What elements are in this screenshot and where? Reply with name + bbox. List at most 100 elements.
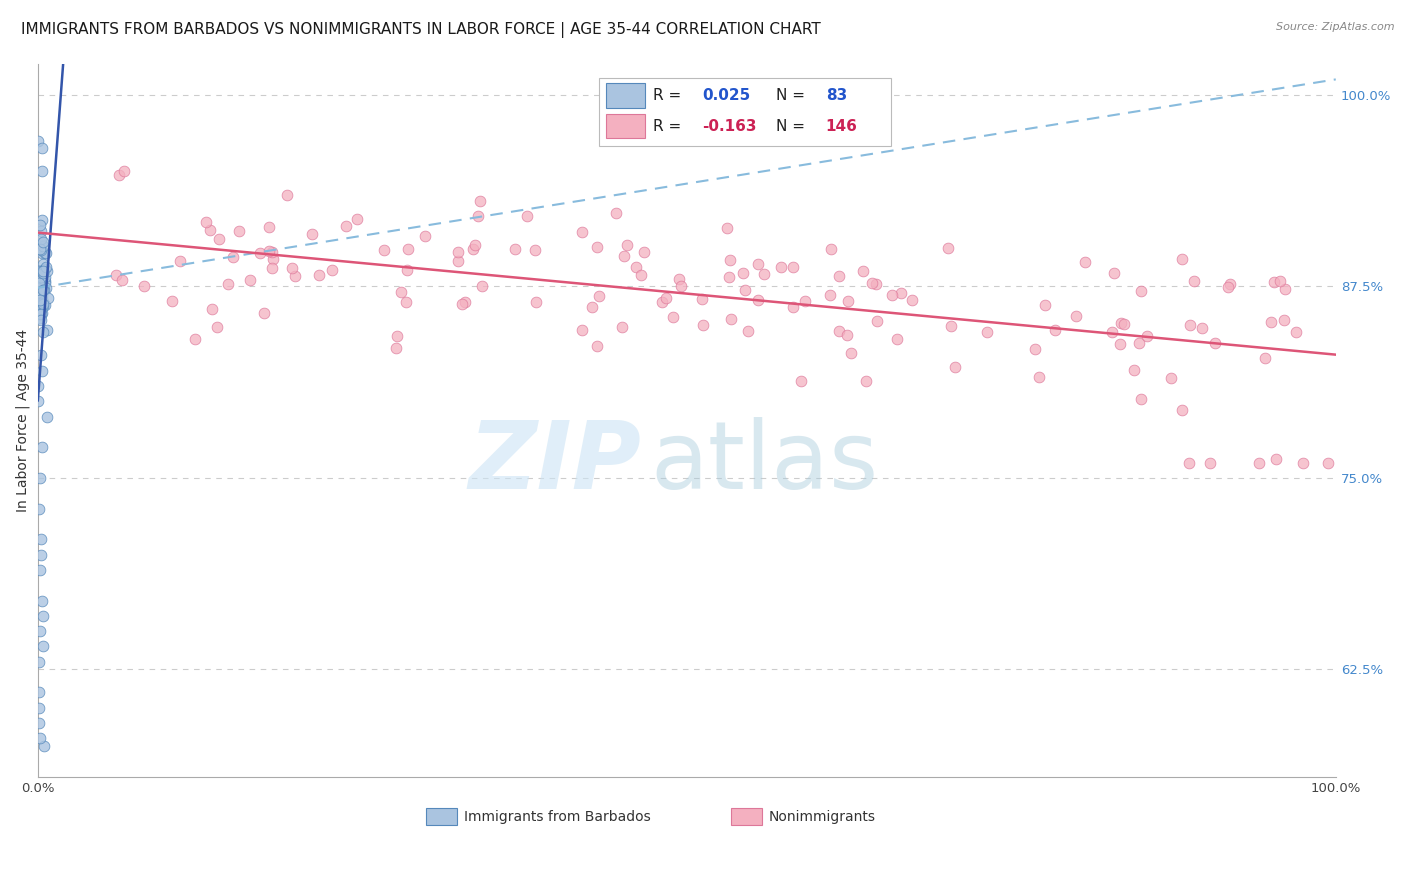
Point: [938, 241, 960, 255]
Point: [28, 311, 51, 326]
Point: [31, 288, 53, 302]
Point: [34, 245, 56, 260]
Point: [30, 348, 52, 362]
Point: [31, 246, 53, 260]
Text: IMMIGRANTS FROM BARBADOS VS NONIMMIGRANTS IN LABOR FORCE | AGE 35-44 CORRELATION: IMMIGRANTS FROM BARBADOS VS NONIMMIGRANT…: [21, 22, 821, 38]
Point: [217, 277, 239, 292]
Point: [32, 294, 55, 309]
Point: [1264, 452, 1286, 467]
Point: [31, 640, 53, 654]
Point: [301, 227, 323, 241]
Text: ZIP: ZIP: [468, 417, 641, 509]
Point: [35, 323, 58, 337]
Point: [30, 313, 52, 327]
Point: [262, 261, 284, 276]
Point: [855, 374, 877, 388]
Point: [34, 274, 56, 288]
Point: [516, 209, 538, 223]
Point: [1128, 335, 1150, 350]
Point: [30, 307, 52, 321]
Point: [1074, 255, 1097, 269]
Point: [31, 363, 53, 377]
Point: [651, 294, 673, 309]
Point: [624, 260, 647, 275]
Point: [346, 212, 368, 227]
Point: [865, 277, 887, 291]
Point: [588, 289, 610, 303]
Point: [281, 260, 304, 275]
Point: [32, 299, 55, 313]
Point: [27, 685, 49, 699]
Point: [470, 194, 492, 208]
Point: [34, 261, 56, 276]
Point: [1254, 351, 1277, 365]
Point: [692, 318, 714, 332]
Point: [201, 301, 224, 316]
Point: [32, 283, 55, 297]
Point: [1216, 279, 1239, 293]
Point: [976, 325, 998, 339]
Point: [30, 236, 52, 251]
Point: [503, 242, 526, 256]
Point: [396, 262, 419, 277]
Point: [31, 264, 53, 278]
Point: [605, 206, 627, 220]
Point: [205, 320, 228, 334]
Point: [31, 264, 53, 278]
Point: [613, 249, 636, 263]
Point: [30, 285, 52, 300]
Point: [1043, 323, 1066, 337]
Point: [28, 289, 51, 303]
Point: [733, 267, 755, 281]
Point: [31, 608, 53, 623]
Text: atlas: atlas: [651, 417, 879, 509]
Point: [395, 295, 418, 310]
Point: [308, 268, 330, 282]
Point: [586, 339, 609, 353]
Point: [1292, 456, 1315, 470]
Point: [249, 246, 271, 260]
Point: [581, 300, 603, 314]
Point: [1260, 314, 1282, 328]
Point: [585, 240, 607, 254]
Point: [28, 655, 51, 669]
Point: [385, 328, 408, 343]
Point: [31, 440, 53, 454]
Point: [27, 501, 49, 516]
Point: [852, 263, 875, 277]
Point: [335, 219, 357, 233]
Point: [107, 168, 129, 182]
Point: [690, 292, 713, 306]
Point: [30, 232, 52, 246]
Point: [31, 235, 53, 249]
Point: [34, 246, 56, 260]
Point: [31, 164, 53, 178]
Point: [253, 306, 276, 320]
Point: [259, 219, 281, 234]
Point: [28, 701, 51, 715]
Point: [837, 293, 859, 308]
Point: [239, 273, 262, 287]
Point: [31, 268, 53, 283]
Point: [820, 242, 842, 256]
Point: [169, 253, 191, 268]
Point: [35, 281, 58, 295]
Point: [880, 288, 903, 302]
Point: [718, 269, 741, 284]
Y-axis label: In Labor Force | Age 35-44: In Labor Force | Age 35-44: [15, 329, 30, 512]
Point: [1178, 318, 1201, 333]
Point: [30, 224, 52, 238]
Point: [610, 319, 633, 334]
Point: [28, 731, 51, 746]
Point: [571, 225, 593, 239]
Point: [31, 306, 53, 320]
Point: [1111, 316, 1133, 330]
Point: [1033, 298, 1056, 312]
Point: [162, 294, 184, 309]
Point: [1182, 274, 1205, 288]
Point: [32, 283, 55, 297]
Point: [34, 276, 56, 290]
Point: [1270, 275, 1292, 289]
Point: [818, 288, 841, 302]
Point: [415, 229, 437, 244]
